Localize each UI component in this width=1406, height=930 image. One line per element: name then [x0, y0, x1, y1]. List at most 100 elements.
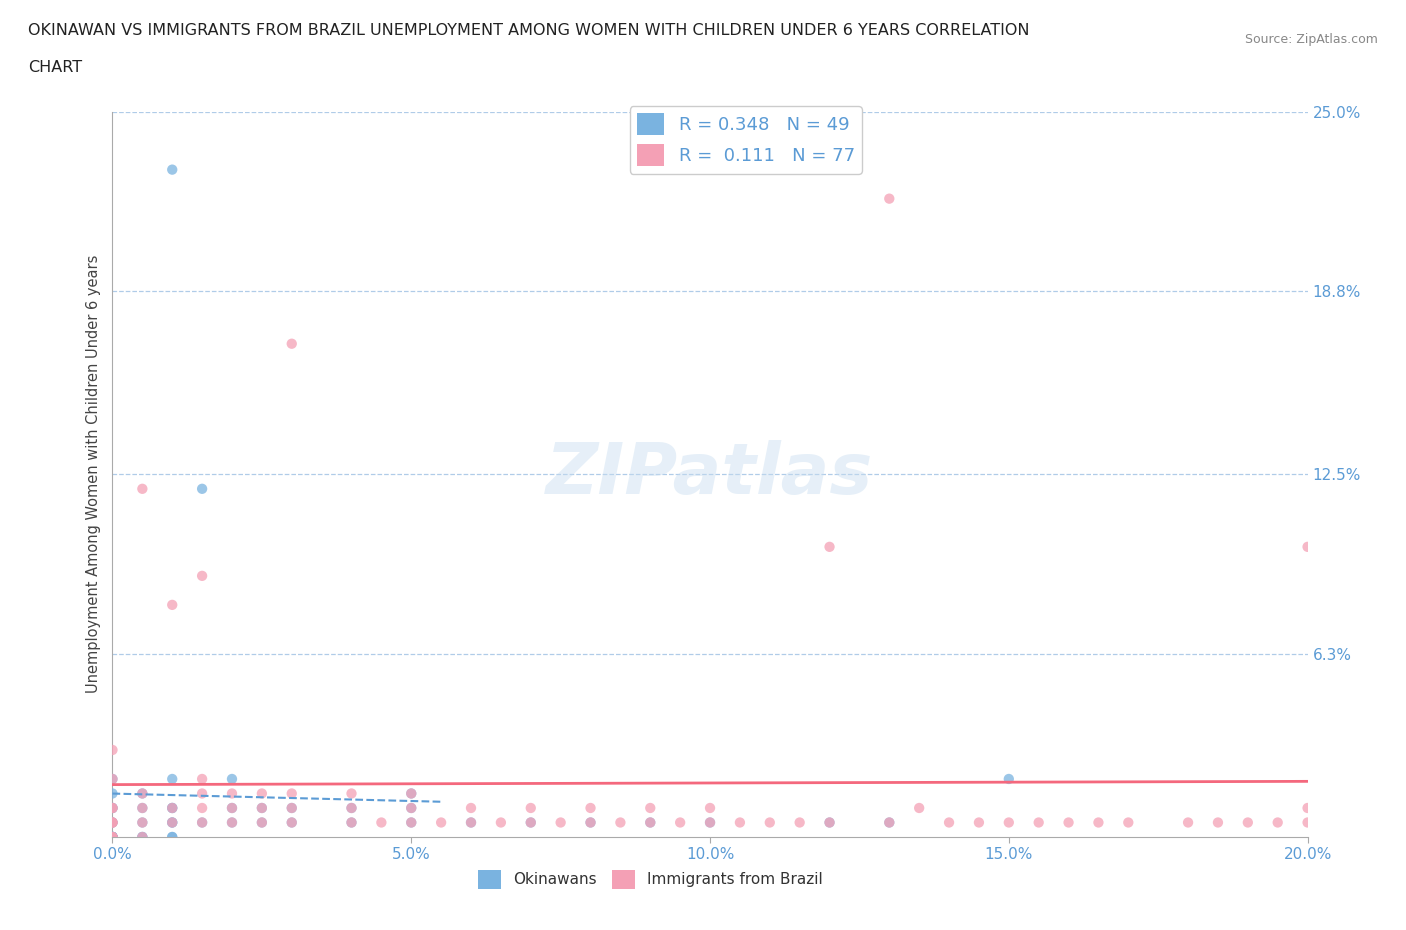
Point	[162, 162, 183, 177]
Point	[640, 801, 662, 816]
Point	[1296, 539, 1319, 554]
Point	[998, 815, 1021, 830]
Point	[1206, 815, 1229, 830]
Point	[489, 815, 512, 830]
Point	[340, 786, 363, 801]
Point	[818, 815, 841, 830]
Point	[1296, 801, 1319, 816]
Point	[281, 801, 304, 816]
Point	[191, 815, 214, 830]
Point	[101, 830, 124, 844]
Point	[101, 801, 124, 816]
Point	[162, 597, 183, 612]
Point	[101, 742, 124, 757]
Text: Source: ZipAtlas.com: Source: ZipAtlas.com	[1244, 33, 1378, 46]
Point	[460, 815, 482, 830]
Point	[162, 801, 183, 816]
Point	[759, 815, 782, 830]
Point	[221, 815, 243, 830]
Point	[370, 815, 392, 830]
Point	[101, 815, 124, 830]
Point	[908, 801, 931, 816]
Point	[131, 786, 153, 801]
Point	[101, 815, 124, 830]
Point	[101, 772, 124, 787]
Point	[101, 830, 124, 844]
Point	[101, 830, 124, 844]
Point	[460, 815, 482, 830]
Text: CHART: CHART	[28, 60, 82, 75]
Point	[401, 815, 423, 830]
Point	[281, 337, 304, 352]
Point	[101, 801, 124, 816]
Point	[131, 482, 153, 497]
Point	[818, 539, 841, 554]
Point	[818, 815, 841, 830]
Point	[101, 830, 124, 844]
Point	[131, 801, 153, 816]
Point	[191, 786, 214, 801]
Point	[191, 815, 214, 830]
Point	[191, 482, 214, 497]
Point	[162, 815, 183, 830]
Point	[579, 801, 602, 816]
Point	[520, 801, 543, 816]
Point	[281, 815, 304, 830]
Point	[579, 815, 602, 830]
Point	[250, 801, 273, 816]
Legend: Okinawans, Immigrants from Brazil: Okinawans, Immigrants from Brazil	[471, 864, 830, 895]
Point	[1057, 815, 1080, 830]
Point	[101, 830, 124, 844]
Point	[191, 772, 214, 787]
Point	[131, 786, 153, 801]
Point	[191, 801, 214, 816]
Point	[789, 815, 811, 830]
Point	[162, 772, 183, 787]
Point	[162, 815, 183, 830]
Point	[281, 801, 304, 816]
Point	[101, 830, 124, 844]
Point	[162, 830, 183, 844]
Point	[281, 815, 304, 830]
Point	[221, 815, 243, 830]
Point	[579, 815, 602, 830]
Text: OKINAWAN VS IMMIGRANTS FROM BRAZIL UNEMPLOYMENT AMONG WOMEN WITH CHILDREN UNDER : OKINAWAN VS IMMIGRANTS FROM BRAZIL UNEMP…	[28, 23, 1029, 38]
Point	[699, 801, 721, 816]
Point	[1177, 815, 1199, 830]
Point	[221, 772, 243, 787]
Point	[520, 815, 543, 830]
Point	[101, 786, 124, 801]
Point	[131, 830, 153, 844]
Point	[879, 815, 901, 830]
Point	[879, 192, 901, 206]
Point	[250, 801, 273, 816]
Point	[340, 801, 363, 816]
Point	[250, 815, 273, 830]
Point	[131, 830, 153, 844]
Point	[101, 772, 124, 787]
Point	[340, 801, 363, 816]
Point	[967, 815, 990, 830]
Point	[101, 830, 124, 844]
Point	[520, 815, 543, 830]
Point	[699, 815, 721, 830]
Point	[669, 815, 692, 830]
Point	[101, 830, 124, 844]
Point	[430, 815, 453, 830]
Point	[221, 801, 243, 816]
Point	[162, 801, 183, 816]
Point	[879, 815, 901, 830]
Point	[401, 801, 423, 816]
Point	[221, 801, 243, 816]
Point	[131, 815, 153, 830]
Point	[101, 801, 124, 816]
Point	[221, 786, 243, 801]
Point	[550, 815, 572, 830]
Text: ZIPatlas: ZIPatlas	[547, 440, 873, 509]
Point	[640, 815, 662, 830]
Point	[728, 815, 751, 830]
Point	[1118, 815, 1140, 830]
Point	[191, 568, 214, 583]
Point	[401, 786, 423, 801]
Point	[640, 815, 662, 830]
